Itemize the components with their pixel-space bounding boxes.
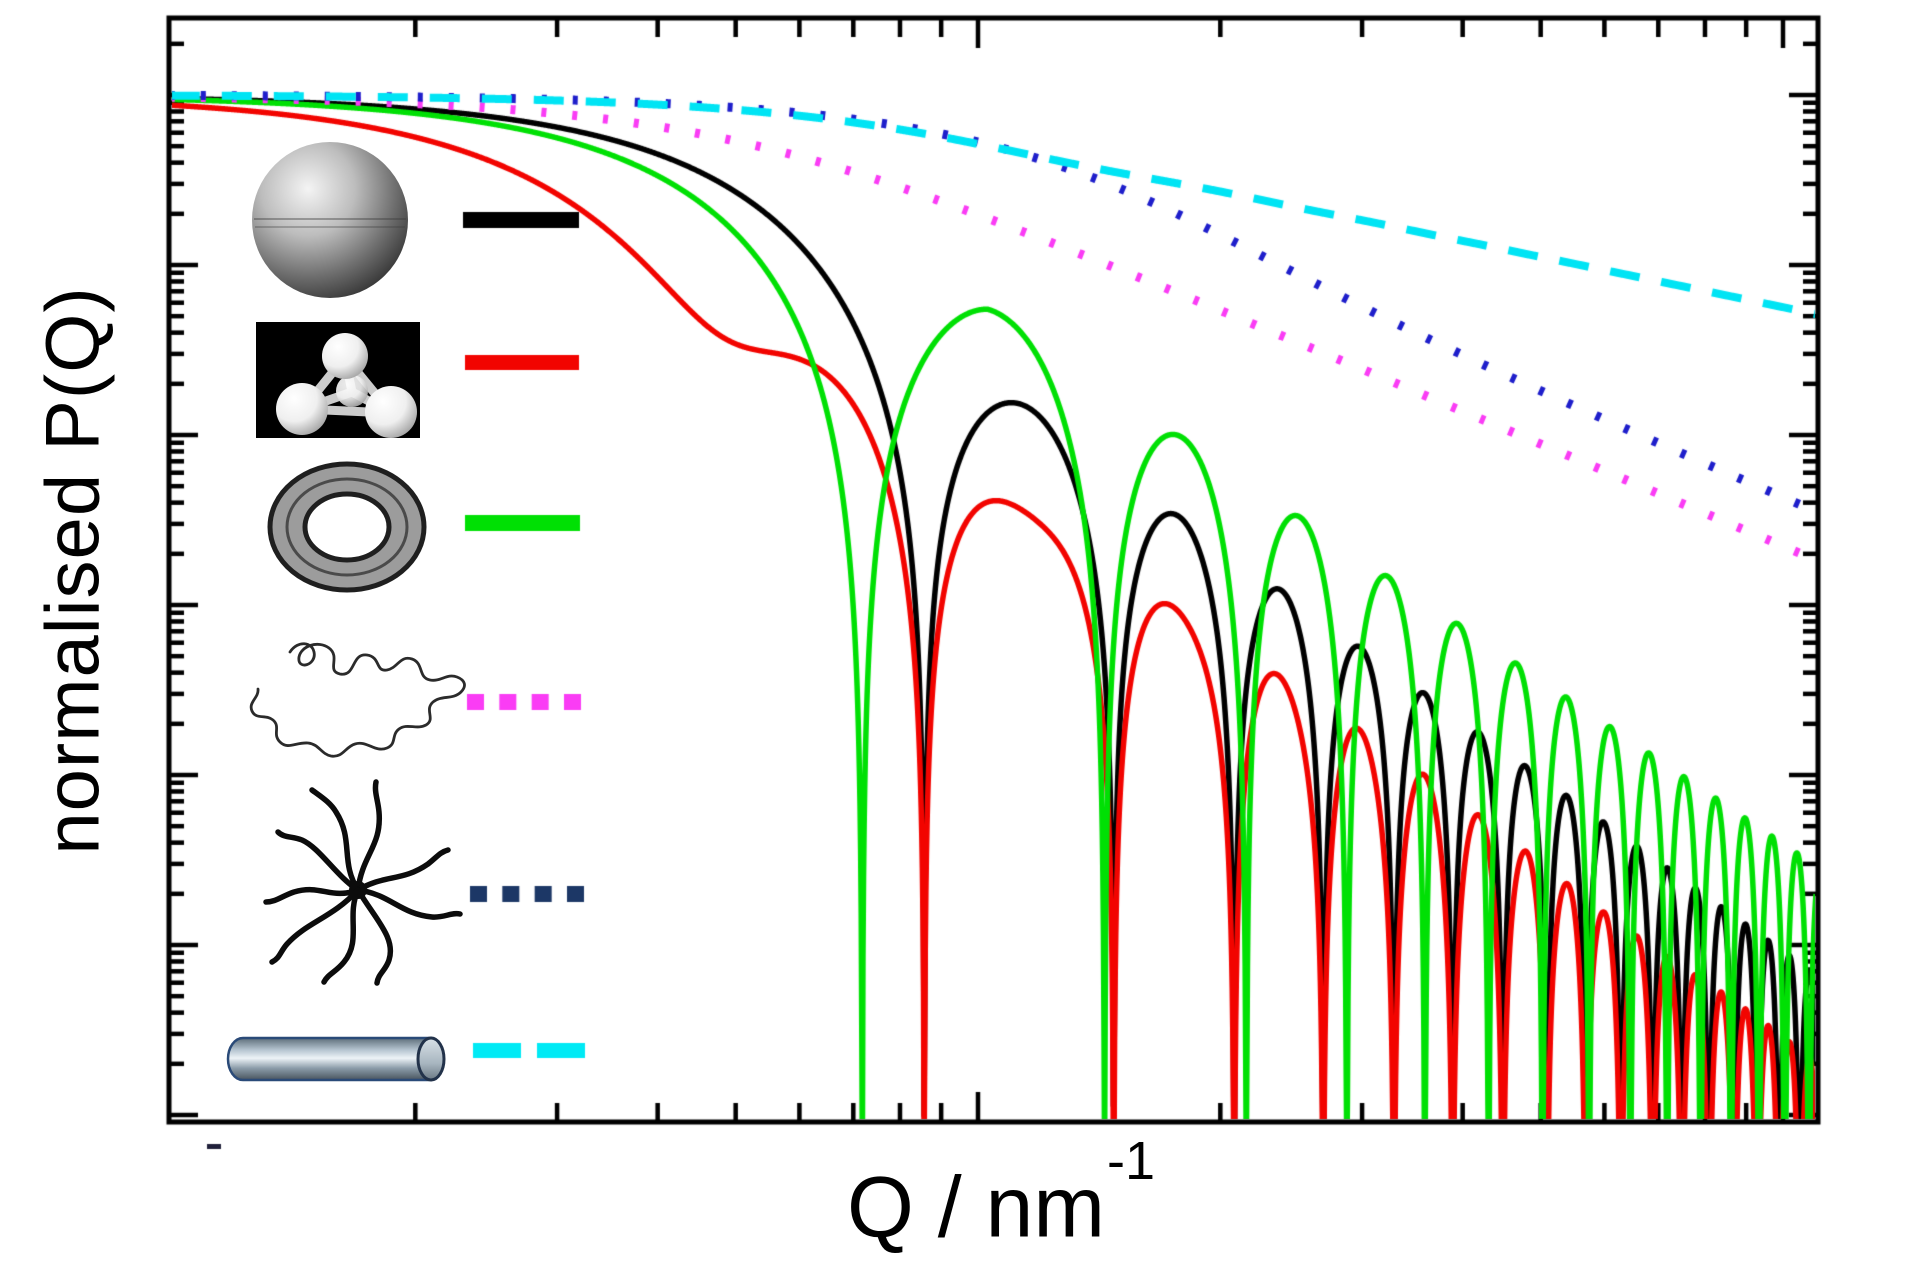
y-axis-label: normalised P(Q) <box>30 285 116 855</box>
x-axis-label: Q / nm-1 <box>640 1131 1360 1258</box>
x-axis-label-exponent: -1 <box>1107 1131 1156 1191</box>
x-axis-label-main: Q / nm <box>846 1159 1106 1256</box>
